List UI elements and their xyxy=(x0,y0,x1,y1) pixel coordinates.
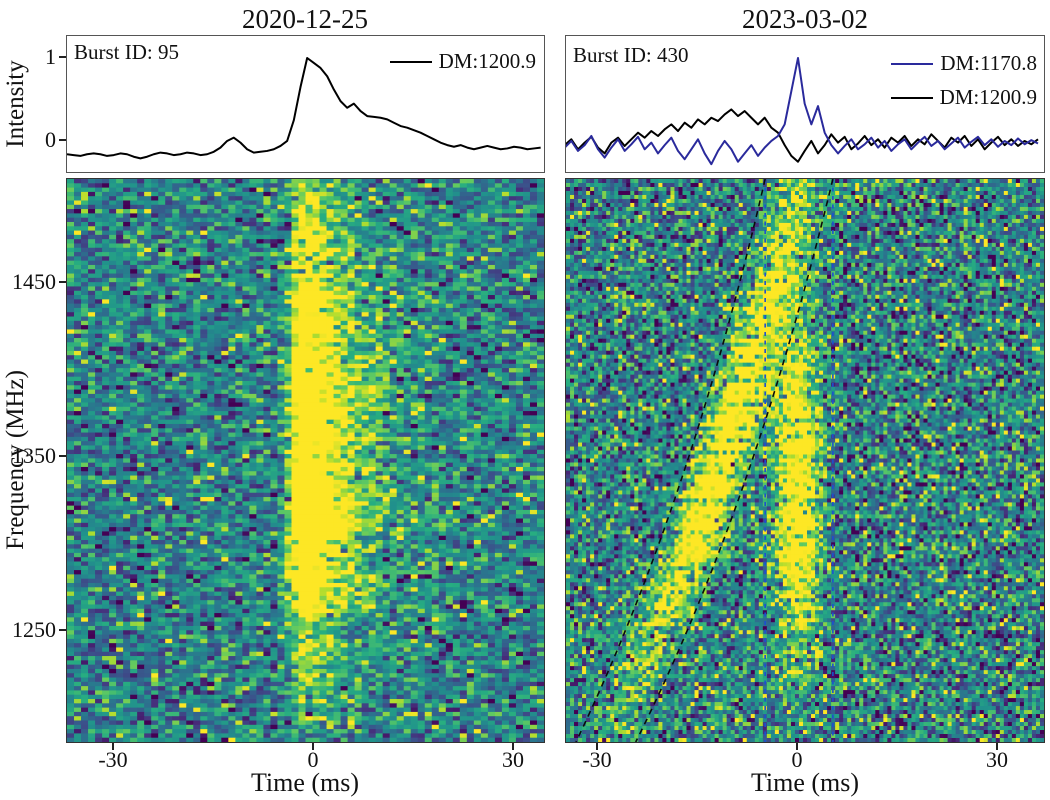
freq-tick-1450: 1450 xyxy=(12,269,56,294)
profile-panel-left: Burst ID: 95 DM:1200.9 xyxy=(66,35,546,174)
legend-line-black-icon xyxy=(389,60,432,63)
legend-label-dm1170-right: DM:1170.8 xyxy=(940,51,1037,75)
panel-title-right: 2023-03-02 xyxy=(742,4,868,34)
time-tick-right-30: 30 xyxy=(986,747,1008,772)
legend-label-dm1200-right: DM:1200.9 xyxy=(939,85,1037,109)
time-tick-left-0: 0 xyxy=(307,747,319,772)
legend-left: DM:1200.9 xyxy=(389,49,536,74)
time-axis-label-right: Time (ms) xyxy=(750,768,860,797)
freq-tick-1250: 1250 xyxy=(12,617,56,642)
intensity-tick-mark-0 xyxy=(59,139,66,141)
legend-row-dm1200-right: DM:1200.9 xyxy=(890,85,1037,110)
profile-canvas-right xyxy=(566,36,1046,174)
time-tick-right-m30: -30 xyxy=(582,747,612,772)
legend-label-dm1200-left: DM:1200.9 xyxy=(438,49,536,73)
legend-row-dm1200-left: DM:1200.9 xyxy=(389,49,536,74)
profile-panel-right: Burst ID: 430 DM:1170.8 DM:1200.9 xyxy=(565,35,1046,174)
waterfall-panel-right xyxy=(565,178,1045,743)
profile-canvas-left xyxy=(67,36,546,174)
freq-tick-mark-1350 xyxy=(59,455,66,457)
freq-tick-1350: 1350 xyxy=(12,443,56,468)
time-tick-mark-left-0 xyxy=(312,743,314,750)
time-tick-mark-right-m30 xyxy=(596,743,598,750)
time-axis-label-left: Time (ms) xyxy=(250,768,360,797)
legend-row-dm1170-right: DM:1170.8 xyxy=(891,51,1037,76)
panel-title-left: 2020-12-25 xyxy=(242,4,368,34)
time-tick-mark-right-30 xyxy=(996,743,998,750)
legend-right: DM:1170.8 DM:1200.9 xyxy=(890,51,1037,110)
time-tick-right-0: 0 xyxy=(791,747,803,772)
intensity-tick-0: 0 xyxy=(45,127,56,152)
intensity-tick-1: 1 xyxy=(45,44,56,69)
burst-id-left: Burst ID: 95 xyxy=(74,40,179,64)
time-tick-mark-left-m30 xyxy=(112,743,114,750)
burst-id-right: Burst ID: 430 xyxy=(573,43,689,67)
legend-line-blue-icon xyxy=(891,62,934,65)
time-tick-mark-left-30 xyxy=(512,743,514,750)
time-tick-mark-right-0 xyxy=(796,743,798,750)
legend-line-black-icon xyxy=(890,96,933,99)
waterfall-panel-left xyxy=(66,178,545,743)
waterfall-canvas-right xyxy=(566,179,1044,742)
intensity-axis-label: Intensity xyxy=(2,60,29,148)
freq-tick-mark-1250 xyxy=(59,629,66,631)
time-tick-left-m30: -30 xyxy=(98,747,128,772)
waterfall-canvas-left xyxy=(67,179,544,742)
freq-tick-mark-1450 xyxy=(59,281,66,283)
intensity-tick-mark-1 xyxy=(59,56,66,58)
time-tick-left-30: 30 xyxy=(502,747,524,772)
